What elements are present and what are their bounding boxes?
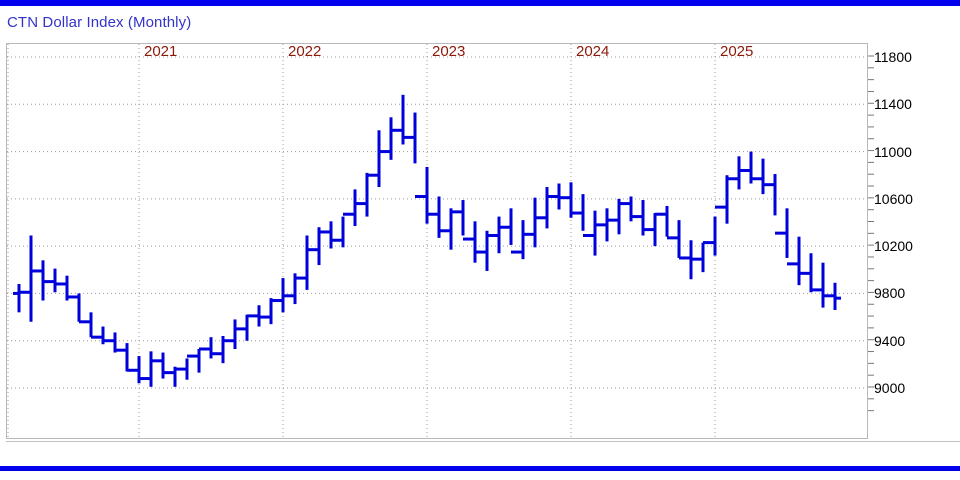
ohlc-bar: [613, 198, 625, 235]
ohlc-bar: [481, 230, 493, 271]
y-axis-tick-label: 11000: [874, 143, 912, 160]
ohlc-bar: [409, 112, 421, 198]
ohlc-bar: [769, 174, 781, 235]
ohlc-bar: [577, 194, 589, 238]
ohlc-bar: [457, 200, 469, 241]
ohlc-bar: [373, 130, 385, 188]
ohlc-bar: [217, 335, 229, 364]
ohlc-bar: [265, 298, 277, 325]
ohlc-bar: [565, 182, 577, 218]
ohlc-bar: [721, 175, 733, 224]
y-axis-tick-label: 9800: [874, 285, 906, 302]
ohlc-bar: [421, 166, 433, 224]
bottom-accent-bar: [0, 466, 960, 471]
ohlc-bar-series: [13, 94, 841, 387]
ohlc-bar: [553, 183, 565, 210]
ohlc-bar: [649, 212, 661, 247]
ohlc-bar: [673, 220, 685, 260]
y-axis-tick-label: 11800: [874, 49, 912, 65]
ohlc-bar: [97, 326, 109, 345]
ohlc-bar: [169, 366, 181, 387]
ohlc-bar: [73, 293, 85, 324]
ohlc-bar: [625, 196, 637, 222]
x-axis-tick-label: 2023: [432, 43, 466, 60]
ohlc-bar: [805, 253, 817, 293]
ohlc-bar: [301, 235, 313, 290]
y-axis-tick-label: 10600: [874, 190, 913, 207]
ohlc-bar: [205, 337, 217, 359]
ohlc-bar: [397, 94, 409, 145]
ohlc-bar: [529, 197, 541, 248]
ohlc-bar: [661, 205, 673, 240]
ohlc-bar: [745, 151, 757, 184]
ohlc-bar: [817, 262, 829, 308]
ohlc-bar: [757, 158, 769, 195]
ohlc-bar: [505, 208, 517, 254]
ohlc-bar: [193, 347, 205, 373]
ohlc-bar: [541, 187, 553, 229]
y-axis-tick-label: 9400: [874, 332, 906, 349]
ohlc-bar: [601, 208, 613, 242]
ohlc-bar: [133, 356, 145, 384]
ohlc-bar: [589, 210, 601, 256]
ohlc-bar: [85, 312, 97, 339]
ohlc-bar: [349, 189, 361, 227]
ohlc-bar: [289, 273, 301, 305]
ohlc-bar: [697, 241, 709, 273]
ohlc-bar: [337, 212, 349, 248]
x-axis-tick-label: 2021: [144, 43, 178, 60]
ohlc-plot: [7, 44, 867, 438]
ohlc-bar: [13, 283, 25, 313]
ohlc-bar: [637, 200, 649, 236]
ohlc-bar: [25, 235, 37, 322]
footer-divider: [6, 441, 960, 442]
plot-area: [6, 43, 868, 439]
ohlc-bar: [325, 221, 337, 249]
ohlc-bar: [709, 205, 721, 256]
ohlc-bar: [181, 354, 193, 380]
ohlc-bar: [121, 343, 133, 372]
y-axis-tick-label: 9000: [874, 380, 906, 396]
ohlc-bar: [781, 208, 793, 266]
ohlc-bar: [229, 319, 241, 349]
ohlc-bar: [793, 236, 805, 286]
ohlc-bar: [385, 117, 397, 160]
y-axis-tick-label: 10200: [874, 238, 913, 255]
ohlc-bar: [517, 220, 529, 260]
ohlc-bar: [361, 172, 373, 217]
ohlc-bar: [61, 275, 73, 301]
ohlc-bar: [469, 221, 481, 263]
ohlc-bar: [145, 351, 157, 387]
y-axis: 11800 11400 11000 10600 10200 9800 9400 9000: [868, 43, 960, 439]
ohlc-bar: [241, 314, 253, 341]
ohlc-bar: [313, 227, 325, 266]
ohlc-bar: [49, 268, 61, 293]
ohlc-bar: [733, 156, 745, 190]
ohlc-bar: [253, 305, 265, 327]
ohlc-bar: [829, 282, 841, 310]
x-axis-tick-label: 2024: [576, 43, 610, 60]
ohlc-bar: [685, 240, 697, 280]
ohlc-bar: [493, 216, 505, 254]
x-axis-tick-label: 2025: [720, 43, 754, 60]
ohlc-bar: [445, 208, 457, 250]
ohlc-bar: [37, 260, 49, 301]
ohlc-bar: [109, 332, 121, 353]
ohlc-bar: [433, 196, 445, 238]
y-axis-tick-label: 11400: [874, 96, 912, 113]
gridlines: [7, 44, 867, 438]
top-accent-bar: [0, 0, 960, 6]
ohlc-bar: [157, 352, 169, 379]
x-axis-tick-label: 2022: [288, 43, 322, 60]
ohlc-bar: [277, 278, 289, 313]
y-axis-tick-marks: [868, 55, 874, 412]
page-title: CTN Dollar Index (Monthly): [7, 14, 192, 31]
